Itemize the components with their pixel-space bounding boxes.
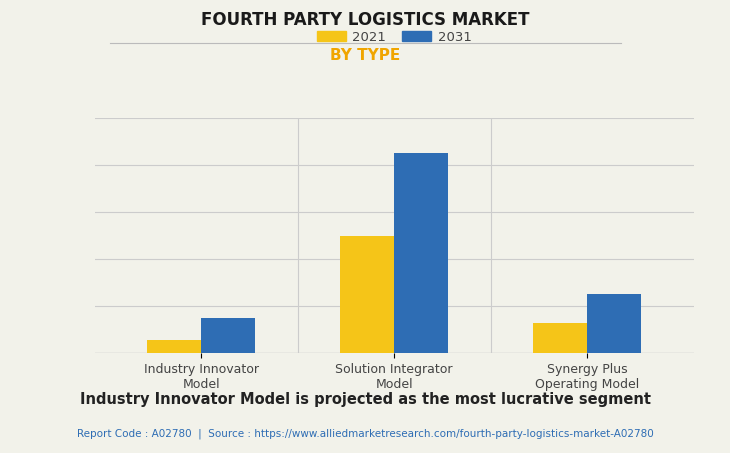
Text: Report Code : A02780  |  Source : https://www.alliedmarketresearch.com/fourth-pa: Report Code : A02780 | Source : https://… — [77, 428, 653, 439]
Bar — [201, 318, 256, 353]
Bar — [588, 294, 642, 353]
Text: Industry Innovator Model is projected as the most lucrative segment: Industry Innovator Model is projected as… — [80, 392, 650, 407]
Bar — [394, 153, 448, 353]
Text: BY TYPE: BY TYPE — [330, 48, 400, 63]
Legend: 2021, 2031: 2021, 2031 — [312, 25, 477, 49]
Bar — [147, 340, 201, 353]
Bar — [533, 323, 588, 353]
Text: FOURTH PARTY LOGISTICS MARKET: FOURTH PARTY LOGISTICS MARKET — [201, 11, 529, 29]
Bar — [340, 236, 394, 353]
